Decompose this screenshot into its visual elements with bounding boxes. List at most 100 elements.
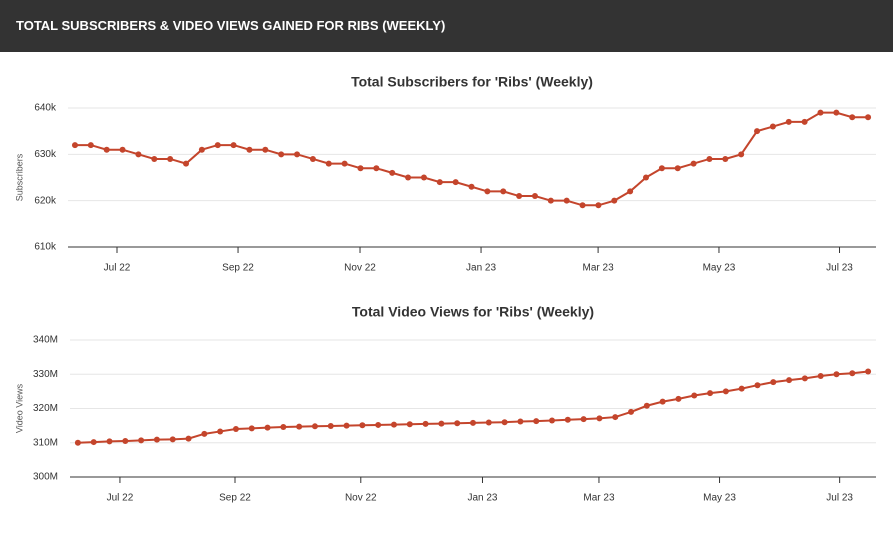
point [106,438,113,445]
point [643,174,650,181]
point [390,421,397,428]
point [230,142,237,149]
x-tick-label: Mar 23 [583,263,615,274]
point [296,423,303,430]
chart-title: Total Subscribers for 'Ribs' (Weekly) [351,74,593,90]
point [422,420,429,427]
point [485,419,492,426]
chart-title: Total Video Views for 'Ribs' (Weekly) [352,304,594,320]
point [389,169,396,176]
point [325,160,332,167]
point [691,392,698,399]
point [406,421,413,428]
x-tick-label: Jul 23 [826,263,853,274]
point [722,155,729,162]
point [294,151,301,158]
point [201,430,208,437]
point [628,408,635,415]
point [675,395,682,402]
point [817,372,824,379]
y-tick-label: 310M [33,437,58,448]
point [833,109,840,116]
x-tick-label: Jan 23 [467,493,497,504]
point [722,388,729,395]
point [90,439,97,446]
point [262,146,269,153]
point [659,398,666,405]
point [785,118,792,125]
point [707,390,714,397]
header-title: TOTAL SUBSCRIBERS & VIDEO VIEWS GAINED F… [0,0,893,52]
point [738,151,745,158]
point [547,197,554,204]
x-tick-label: Jul 22 [107,493,134,504]
x-tick-label: Jul 23 [826,493,853,504]
x-tick-label: May 23 [703,493,736,504]
point [674,165,681,172]
point [185,435,192,442]
point [833,371,840,378]
point [595,202,602,209]
point [198,146,205,153]
point [119,146,126,153]
point [217,428,224,435]
y-axis-title: Subscribers [14,153,24,201]
point [373,165,380,172]
point [452,179,459,186]
point [103,146,110,153]
line [74,111,869,207]
point [517,418,524,425]
point [327,422,334,429]
point [786,377,793,384]
point [770,379,777,386]
point [580,416,587,423]
point [849,370,856,377]
point [438,420,445,427]
point [612,414,619,421]
y-tick-label: 300M [33,472,58,483]
point [769,123,776,130]
point [183,160,190,167]
y-tick-label: 630k [34,149,57,160]
x-tick-label: Sep 22 [222,263,254,274]
point [658,165,665,172]
x-tick-label: Nov 22 [345,493,377,504]
point [343,422,350,429]
point [754,382,761,389]
point [801,375,808,382]
y-tick-label: 610k [34,242,57,253]
point [754,128,761,135]
line [77,370,869,444]
point [468,183,475,190]
y-tick-label: 320M [33,403,58,414]
point [405,174,412,181]
point [357,165,364,172]
point [153,436,160,443]
point [865,114,872,121]
x-tick-label: Jan 23 [466,263,496,274]
point [436,179,443,186]
point [531,193,538,200]
point [706,155,713,162]
x-tick-label: Nov 22 [344,263,376,274]
point [214,142,221,149]
point [375,421,382,428]
point [484,188,491,195]
point [167,155,174,162]
point [248,425,255,432]
point [278,151,285,158]
point [501,419,508,426]
y-tick-label: 340M [33,335,58,346]
point [738,385,745,392]
point [690,160,697,167]
x-tick-label: Jul 22 [104,263,131,274]
point [470,419,476,426]
point [71,142,78,149]
point [596,415,603,422]
point [232,426,239,433]
point [849,114,856,121]
point [801,118,808,125]
point [865,368,872,375]
